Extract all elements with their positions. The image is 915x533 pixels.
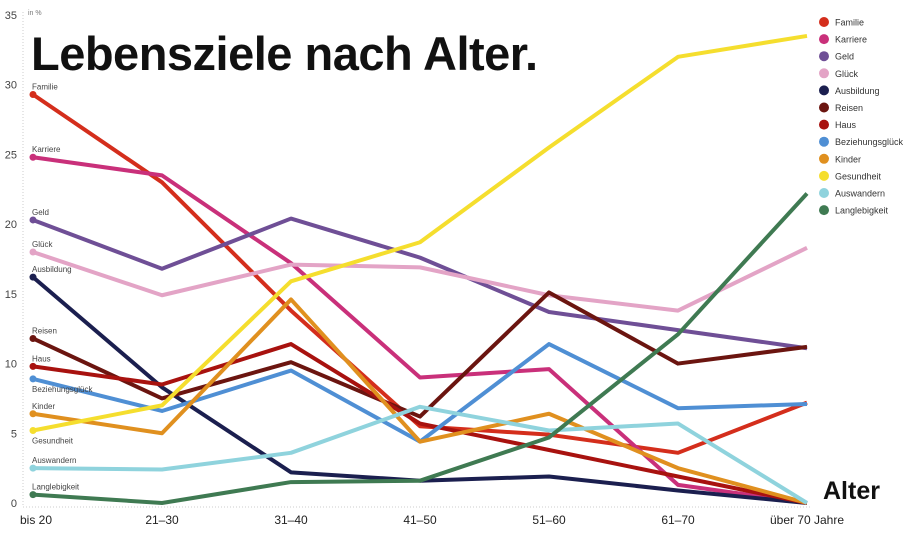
series-label: Langlebigkeit [32, 483, 80, 492]
series-label: Beziehungsglück [32, 385, 93, 394]
legend-marker [819, 102, 829, 113]
data-point [29, 90, 37, 98]
series-line-auswandern [32, 404, 809, 505]
x-tick-label: bis 20 [20, 513, 52, 527]
series-label: Gesundheit [32, 436, 74, 445]
legend-marker [819, 153, 829, 164]
series-label: Glück [32, 240, 53, 249]
y-tick-label: 0 [11, 498, 17, 510]
y-tick-label: 20 [5, 219, 17, 231]
legend-marker [819, 34, 829, 45]
series-label: Geld [32, 208, 49, 217]
series-line-geld [32, 216, 808, 351]
data-point [29, 426, 37, 434]
series-line-gesundheit [32, 33, 808, 433]
legend-marker [819, 136, 829, 147]
y-tick-label: 25 [5, 149, 17, 161]
legend-marker [819, 85, 829, 96]
series-label: Ausbildung [32, 265, 72, 274]
x-tick-label: 21–30 [145, 513, 179, 527]
y-tick-label: 15 [5, 289, 17, 301]
legend-marker [819, 119, 829, 130]
legend-marker [819, 17, 829, 27]
data-point [29, 464, 37, 472]
legend-marker [819, 205, 829, 216]
data-point [29, 362, 37, 370]
x-tick-label: 31–40 [274, 513, 308, 527]
legend-label: Beziehungsglück [835, 137, 904, 147]
y-tick-label: 30 [5, 80, 17, 92]
series-line-glück [32, 246, 808, 313]
data-point [29, 248, 37, 256]
legend-label: Reisen [835, 103, 863, 113]
chart-title: Lebensziele nach Alter. [31, 27, 538, 80]
data-point [29, 273, 37, 281]
legend-marker [819, 188, 829, 198]
legend-label: Geld [835, 52, 854, 62]
series-line-langlebigkeit [32, 192, 809, 505]
series-label: Haus [32, 354, 51, 363]
y-tick-label: 10 [5, 359, 17, 371]
series-line-karriere [32, 155, 808, 505]
x-tick-label: über 70 Jahre [770, 513, 844, 527]
x-tick-label: 51–60 [532, 513, 566, 527]
y-axis-unit-label: in % [28, 10, 42, 17]
data-point [29, 334, 37, 342]
legend-label: Ausbildung [835, 86, 880, 96]
data-point [29, 216, 37, 224]
series-line-familie [31, 92, 808, 455]
data-point [29, 153, 37, 161]
series-label: Auswandern [32, 456, 76, 465]
legend-label: Karriere [835, 35, 867, 45]
data-point [29, 375, 37, 383]
legend-label: Kinder [835, 154, 861, 164]
legend-label: Glück [835, 69, 859, 79]
y-tick-label: 35 [5, 10, 17, 22]
data-point [29, 491, 37, 499]
x-tick-label: 61–70 [661, 513, 695, 527]
x-tick-label: 41–50 [403, 513, 437, 527]
series-label: Karriere [32, 145, 61, 154]
series-line-kinder [32, 297, 808, 505]
series-line-reisen [32, 290, 808, 419]
legend-label: Langlebigkeit [835, 206, 889, 216]
y-tick-label: 5 [11, 428, 17, 440]
x-axis-title: Alter [823, 477, 880, 505]
legend-marker [819, 170, 829, 181]
series-label: Reisen [32, 326, 57, 335]
legend-marker [819, 68, 829, 79]
legend-label: Gesundheit [835, 171, 882, 181]
series-label: Kinder [32, 402, 55, 411]
series-label: Familie [32, 82, 58, 91]
legend-marker [819, 51, 829, 62]
data-point [29, 410, 37, 418]
legend-label: Auswandern [835, 189, 885, 199]
legend-label: Familie [835, 18, 864, 28]
legend-label: Haus [835, 120, 857, 130]
series-line-haus [32, 342, 808, 505]
